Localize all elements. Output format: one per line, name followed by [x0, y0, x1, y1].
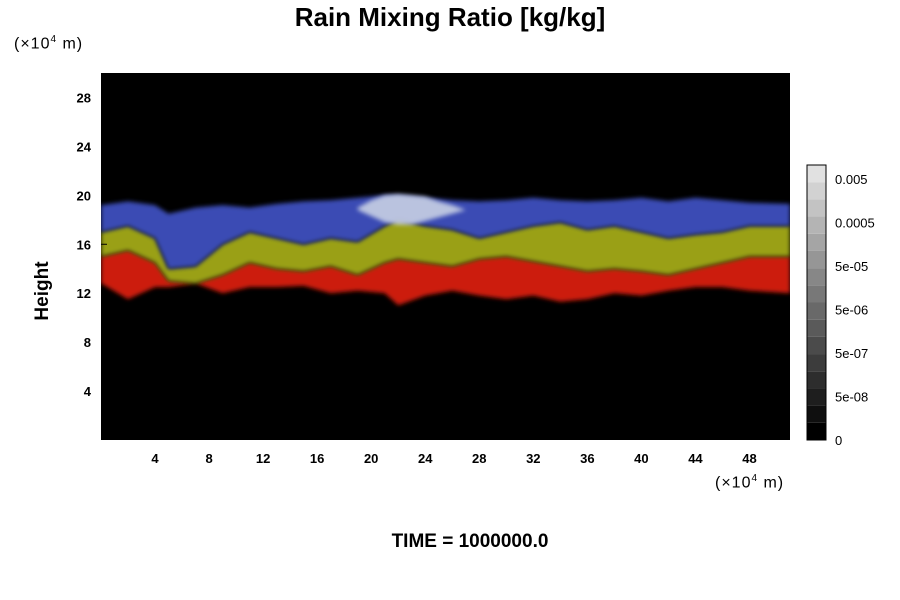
x-tick-label: 20 [364, 451, 378, 466]
x-tick-label: 12 [256, 451, 270, 466]
y-tick-label: 4 [84, 384, 92, 399]
colorbar-swatch [807, 336, 826, 355]
data-layers [101, 194, 790, 306]
colorbar-swatch [807, 233, 826, 251]
colorbar-swatch [807, 319, 826, 337]
colorbar-swatch [807, 422, 826, 440]
x-tick-label: 28 [472, 451, 486, 466]
colorbar-swatch [807, 268, 826, 286]
colorbar-swatch [807, 354, 826, 372]
rain-band-low [101, 250, 790, 306]
x-unit-prefix: (×10 [715, 474, 752, 492]
x-axis: 4 8 12 16 20 24 28 32 36 40 44 48 [151, 434, 757, 466]
colorbar-swatch [807, 250, 826, 269]
colorbar: 0.005 0.0005 5e-05 5e-06 5e-07 5e-08 0 [806, 164, 875, 448]
colorbar-label: 0.0005 [835, 216, 875, 231]
x-tick-label: 32 [526, 451, 540, 466]
x-tick-label: 16 [310, 451, 324, 466]
y-unit-exponent: 4 [50, 34, 58, 45]
colorbar-label: 5e-07 [835, 346, 868, 361]
y-tick-label: 12 [77, 286, 91, 301]
rain-band-peak [357, 194, 466, 225]
colorbar-label: 5e-05 [835, 259, 868, 274]
colorbar-label: 0.005 [835, 172, 868, 187]
x-tick-label: 4 [151, 451, 159, 466]
x-tick-label: 8 [205, 451, 212, 466]
colorbar-label: 0 [835, 433, 842, 448]
colorbar-label: 5e-06 [835, 303, 868, 318]
colorbar-swatch [807, 388, 826, 406]
y-axis-unit: (×104 m) [14, 34, 83, 53]
rain-band-mid [101, 219, 790, 284]
x-unit-exponent: 4 [751, 473, 759, 484]
y-tick-label: 8 [84, 335, 91, 350]
y-unit-suffix: m) [57, 35, 84, 53]
y-tick-label: 24 [77, 139, 92, 154]
colorbar-label: 5e-08 [835, 390, 868, 405]
chart-title: Rain Mixing Ratio [kg/kg] [294, 2, 606, 32]
x-tick-label: 44 [688, 451, 703, 466]
x-tick-label: 36 [580, 451, 594, 466]
y-axis: 4 8 12 16 20 24 28 [77, 90, 107, 399]
x-tick-label: 24 [418, 451, 433, 466]
y-tick-label: 28 [77, 90, 91, 105]
y-tick-label: 20 [77, 188, 91, 203]
colorbar-swatch [807, 165, 826, 183]
time-readout: TIME = 1000000.0 [391, 531, 549, 552]
colorbar-swatch [807, 302, 826, 320]
x-tick-label: 40 [634, 451, 648, 466]
colorbar-swatch [807, 405, 826, 423]
x-unit-suffix: m) [758, 474, 785, 492]
colorbar-swatch [807, 182, 826, 200]
colorbar-swatch [807, 216, 826, 234]
x-axis-unit: (×104 m) [715, 473, 784, 492]
colorbar-frame [806, 164, 827, 441]
y-tick-label: 16 [77, 237, 91, 252]
y-unit-prefix: (×10 [14, 35, 51, 53]
colorbar-swatch [807, 371, 826, 389]
x-tick-label: 48 [742, 451, 756, 466]
colorbar-swatch [807, 285, 826, 303]
rain-band-high [101, 195, 790, 269]
colorbar-swatch [807, 199, 826, 217]
